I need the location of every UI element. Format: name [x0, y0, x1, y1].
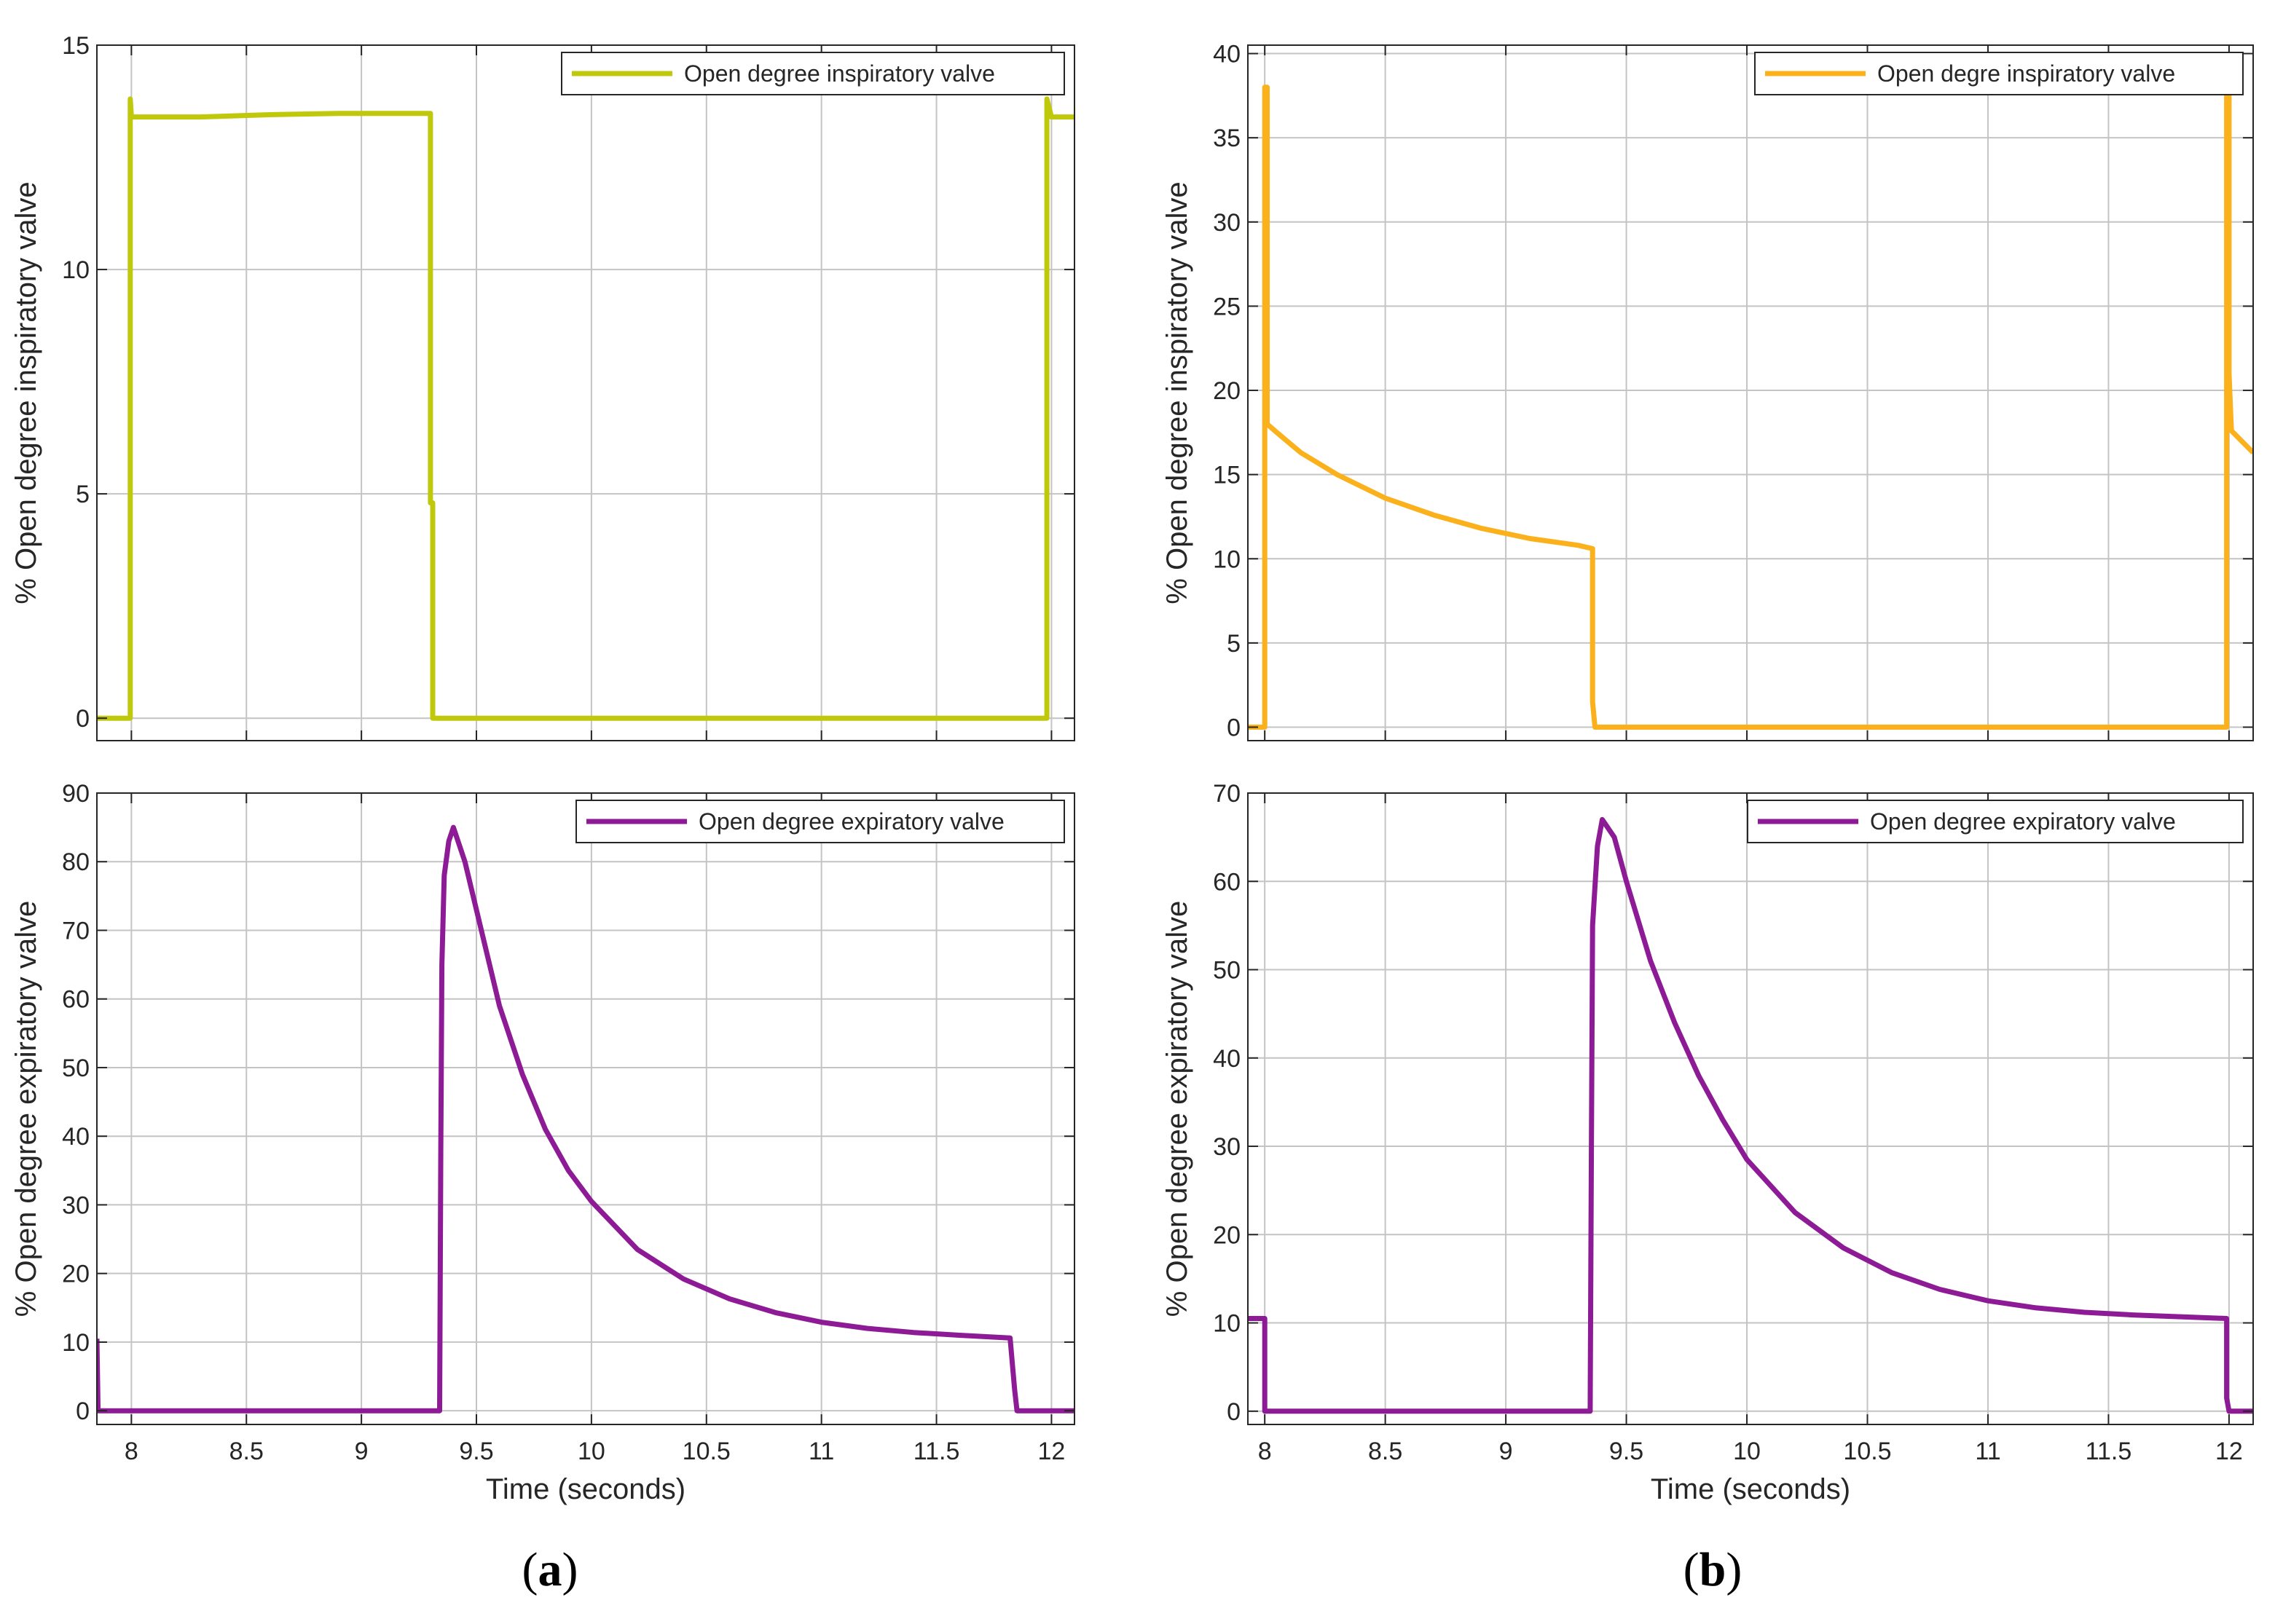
x-tick-label: 12 — [1038, 1438, 1066, 1465]
series-line — [97, 824, 1074, 1414]
x-tick-label: 11.5 — [913, 1438, 960, 1465]
panel-label-b-close: ) — [1726, 1543, 1742, 1596]
axes-box — [1247, 792, 2254, 1425]
x-tick-label: 8.5 — [229, 1438, 264, 1465]
chart-a-bottom: 8 8.5 9 9.5 10 10.5 11 11.5 12 0 10 20 30 40 50 60 70 80 9… — [10, 780, 1075, 1505]
y-tick-label: 60 — [62, 986, 90, 1014]
x-tick-label: 8 — [1258, 1438, 1272, 1465]
y-tick-label: 60 — [1213, 868, 1241, 896]
y-tick-label: 25 — [1213, 293, 1241, 320]
y-tick-label: 5 — [76, 481, 90, 508]
y-tick-label: 10 — [1213, 1310, 1241, 1338]
y-tick-label: 20 — [1213, 1221, 1241, 1249]
x-tick-label: 10.5 — [1843, 1438, 1891, 1465]
y-tick-label: 0 — [76, 1398, 90, 1425]
y-tick-label: 50 — [1213, 957, 1241, 985]
axes-box — [96, 44, 1075, 741]
y-tick-label: 80 — [62, 848, 90, 876]
y-tick-label: 0 — [76, 705, 90, 733]
x-tick-label: 11.5 — [2086, 1438, 2132, 1465]
x-tick-label: 10 — [1733, 1438, 1761, 1465]
series-line — [97, 96, 1074, 721]
x-axis-label: Time (seconds) — [1651, 1473, 1850, 1505]
panel-label-a-letter: a — [538, 1543, 562, 1596]
y-tick-label: 70 — [62, 917, 90, 945]
y-tick-label: 20 — [62, 1261, 90, 1288]
y-tick-label: 15 — [62, 32, 90, 60]
series-line — [1248, 816, 2253, 1414]
y-tick-label: 0 — [1227, 1398, 1241, 1426]
plot-area — [1248, 793, 2253, 1424]
panel-label-a-open: ( — [522, 1543, 538, 1596]
x-axis-label: Time (seconds) — [486, 1473, 685, 1505]
panel-label-b-letter: b — [1699, 1543, 1726, 1596]
y-tick-label: 40 — [1213, 41, 1241, 68]
y-tick-label: 10 — [1213, 545, 1241, 573]
axes-box — [1247, 44, 2254, 741]
panel-label-b: (b) — [1640, 1542, 1785, 1598]
x-tick-label: 9.5 — [1609, 1438, 1643, 1465]
y-tick-label: 30 — [1213, 1133, 1241, 1161]
y-tick-label: 70 — [1213, 780, 1241, 808]
x-tick-label: 12 — [2215, 1438, 2243, 1465]
plot-area — [97, 793, 1074, 1424]
y-tick-label: 10 — [62, 256, 90, 284]
y-tick-label: 90 — [62, 780, 90, 808]
legend-label: Open degree inspiratory valve — [684, 60, 995, 87]
y-tick-label: 40 — [1213, 1045, 1241, 1073]
axes-box — [96, 792, 1075, 1425]
y-axis-label: % Open degree inspiratory valve — [10, 181, 42, 604]
y-axis-label: % Open degree inspiratory valve — [1161, 181, 1193, 604]
x-tick-label: 9 — [355, 1438, 369, 1465]
y-tick-label: 40 — [62, 1123, 90, 1151]
plot-area — [1248, 45, 2253, 741]
chart-a-top: 0 5 10 15 % Open degree inspiratory valve Ope… — [10, 32, 1075, 741]
legend-label: Open degree expiratory valve — [699, 808, 1005, 835]
x-tick-label: 10.5 — [683, 1438, 731, 1465]
x-tick-label: 8 — [125, 1438, 138, 1465]
x-tick-label: 11 — [809, 1438, 834, 1465]
plot-area — [97, 45, 1074, 741]
y-tick-label: 20 — [1213, 377, 1241, 405]
y-axis-label: % Open degree expiratory valve — [10, 901, 42, 1317]
panel-label-a-close: ) — [562, 1543, 578, 1596]
y-tick-label: 35 — [1213, 125, 1241, 152]
y-tick-label: 30 — [1213, 209, 1241, 237]
x-tick-label: 11 — [1975, 1438, 2000, 1465]
x-tick-label: 8.5 — [1368, 1438, 1402, 1465]
legend-label: Open degre inspiratory valve — [1877, 60, 2175, 87]
y-tick-label: 30 — [62, 1191, 90, 1219]
y-tick-label: 10 — [62, 1329, 90, 1357]
chart-b-top: 0 5 10 15 20 25 30 35 40 % Open degree inspirator… — [1161, 41, 2254, 742]
x-tick-label: 9 — [1499, 1438, 1513, 1465]
legend-label: Open degree expiratory valve — [1870, 808, 2176, 835]
panel-label-b-open: ( — [1683, 1543, 1700, 1596]
y-tick-label: 15 — [1213, 462, 1241, 489]
y-axis-label: % Open degree expiratory valve — [1161, 901, 1193, 1317]
x-tick-label: 10 — [578, 1438, 605, 1465]
x-tick-label: 9.5 — [459, 1438, 493, 1465]
chart-b-bottom: 8 8.5 9 9.5 10 10.5 11 11.5 12 0 10 20 30 40 50 60 70 % O… — [1161, 780, 2254, 1505]
y-tick-label: 0 — [1227, 714, 1241, 742]
y-tick-label: 50 — [62, 1055, 90, 1082]
panel-label-a: (a) — [477, 1542, 623, 1598]
y-tick-label: 5 — [1227, 630, 1241, 658]
